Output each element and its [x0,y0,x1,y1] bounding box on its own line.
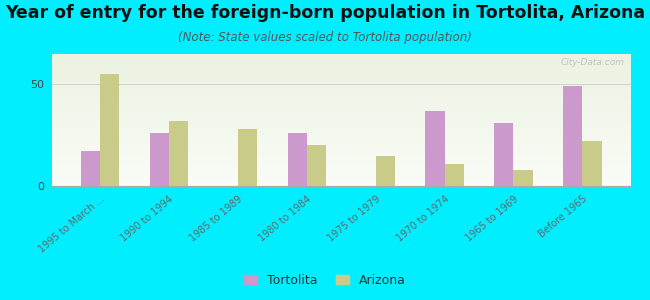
Bar [169,121,188,186]
Bar [582,141,602,186]
Bar [307,146,326,186]
Bar [150,133,169,186]
Bar [425,111,445,186]
Text: Year of entry for the foreign-born population in Tortolita, Arizona: Year of entry for the foreign-born popul… [5,4,645,22]
Bar [238,129,257,186]
Bar [287,133,307,186]
Bar [514,170,533,186]
Bar [100,74,120,186]
Bar [376,155,395,186]
Legend: Tortolita, Arizona: Tortolita, Arizona [240,270,410,291]
Text: (Note: State values scaled to Tortolita population): (Note: State values scaled to Tortolita … [178,32,472,44]
Text: City-Data.com: City-Data.com [561,58,625,67]
Bar [494,123,514,186]
Bar [81,152,100,186]
Bar [563,86,582,186]
Bar [445,164,464,186]
